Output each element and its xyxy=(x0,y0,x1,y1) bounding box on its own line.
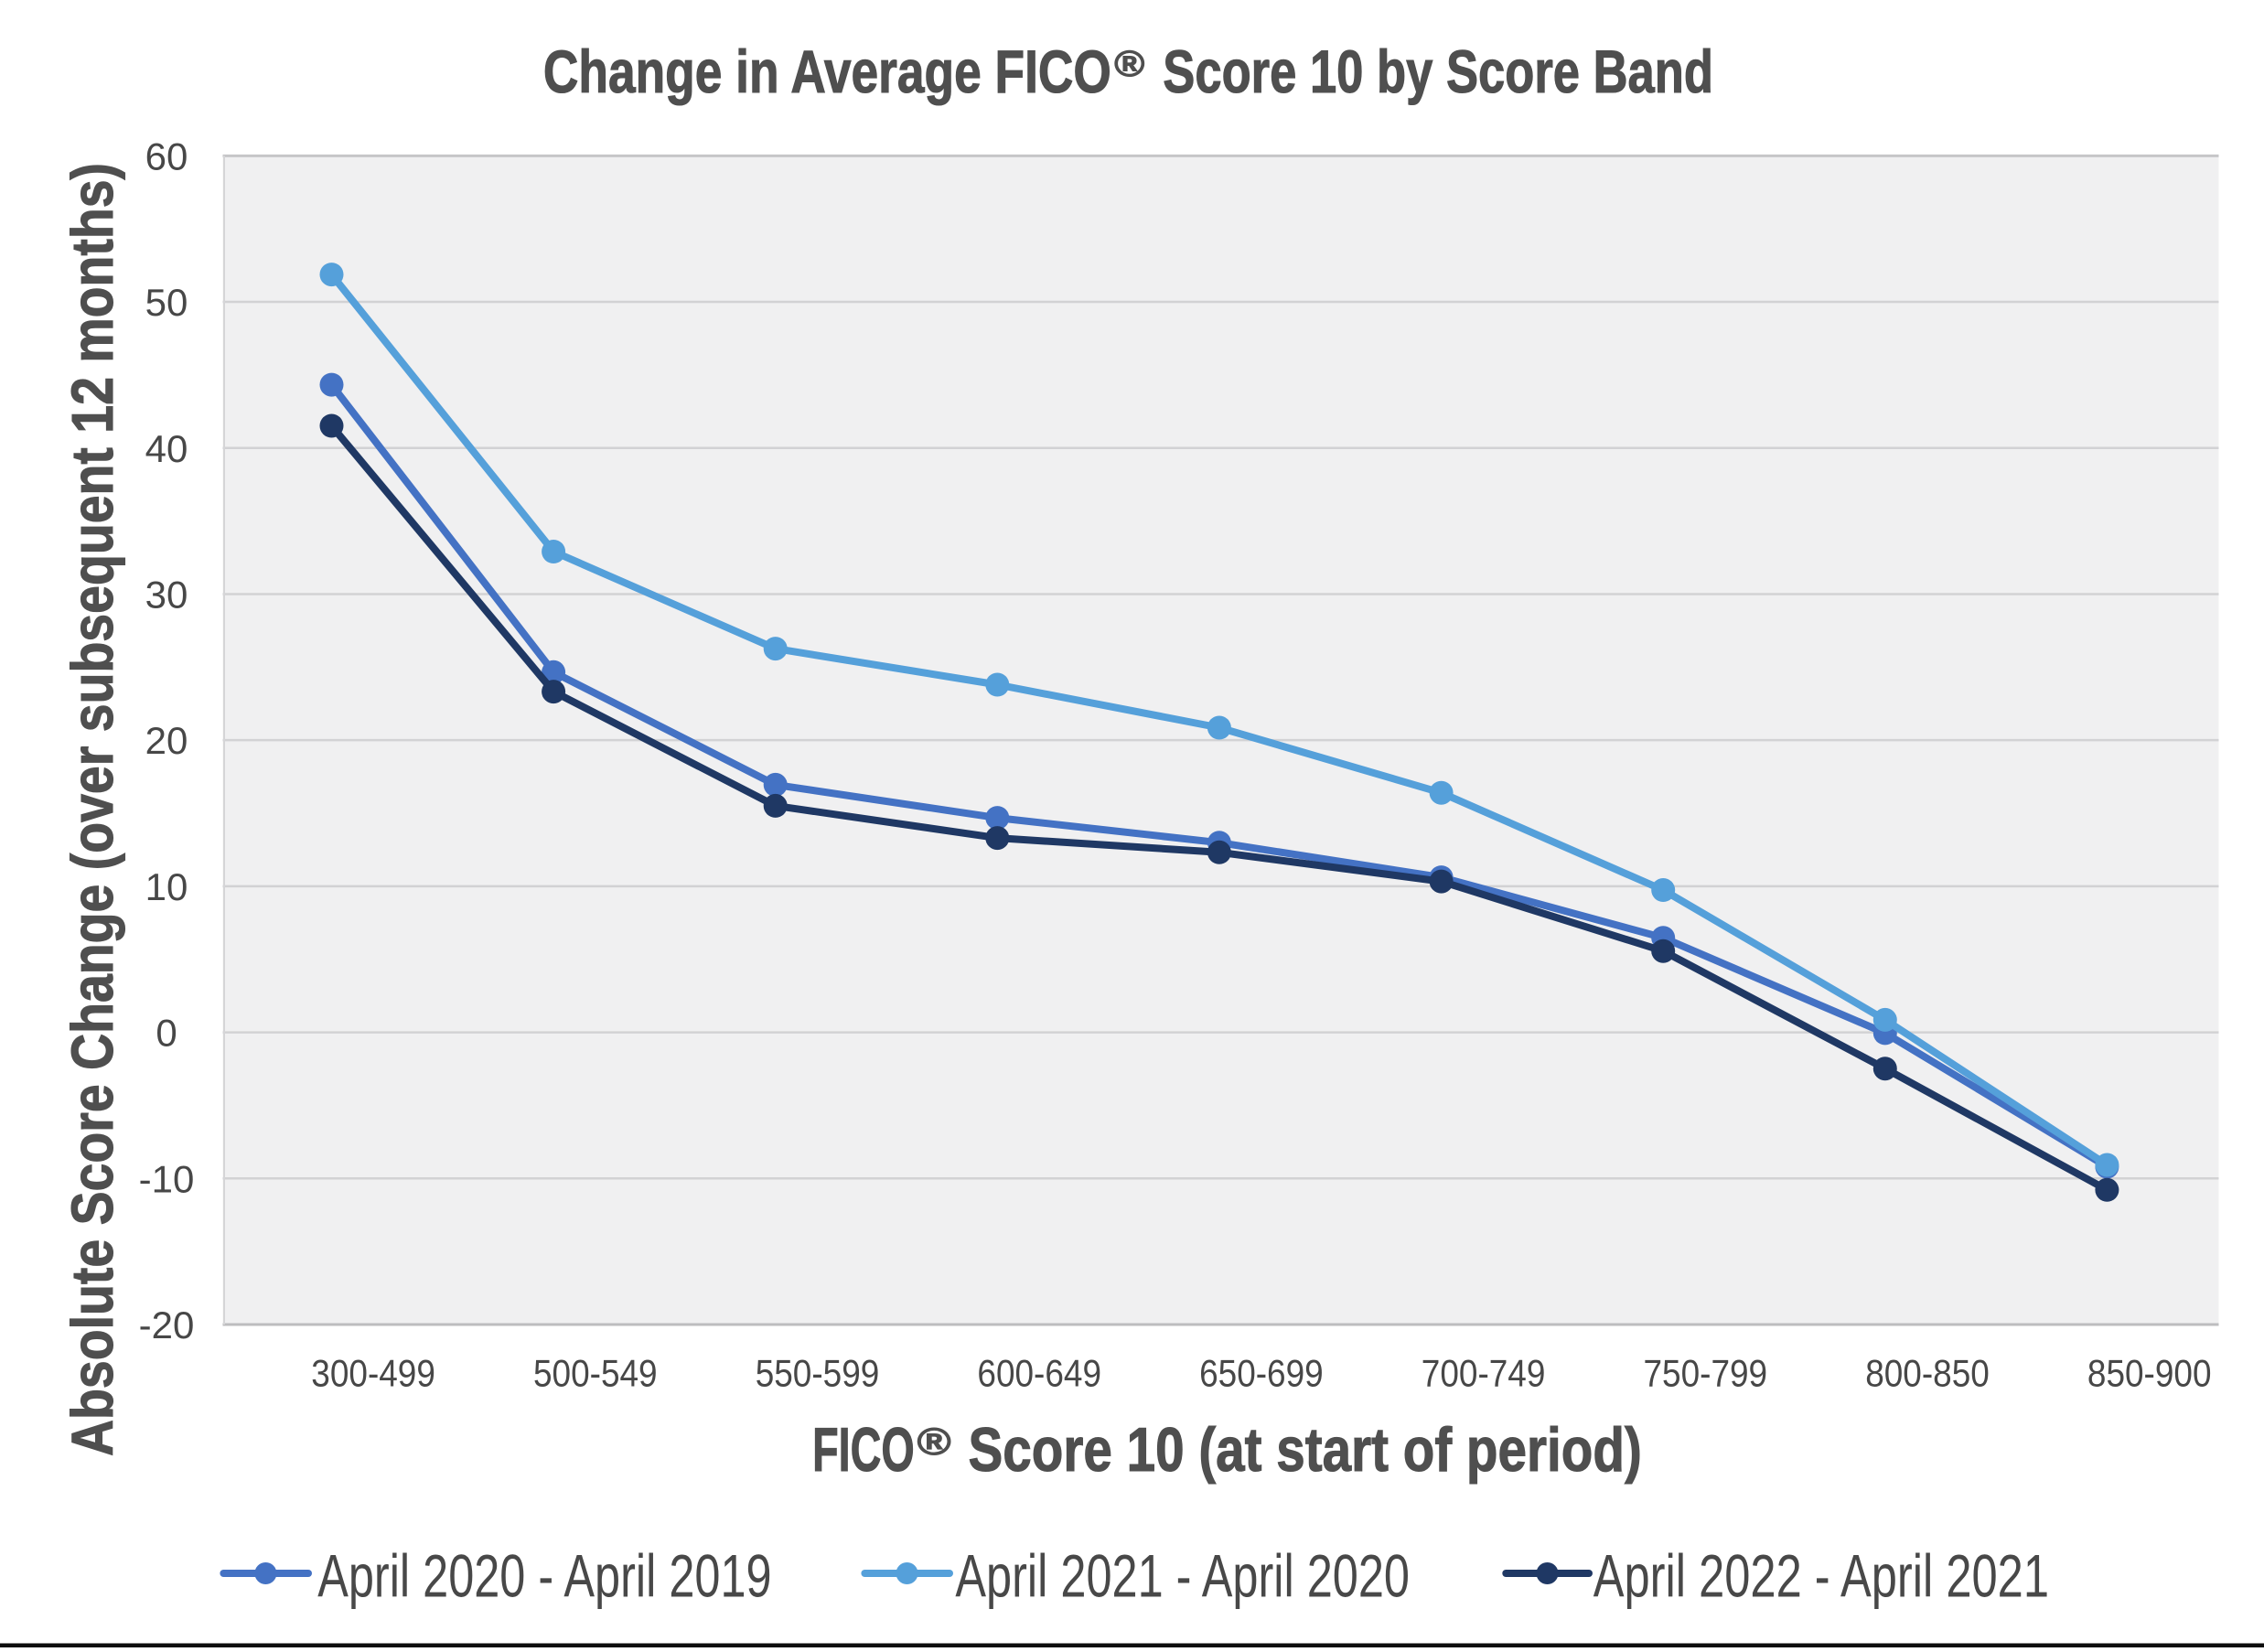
svg-text:April 2021 - April 2020: April 2021 - April 2020 xyxy=(955,1541,1410,1609)
svg-text:60: 60 xyxy=(145,134,188,177)
svg-text:700-749: 700-749 xyxy=(1422,1352,1546,1395)
svg-text:10: 10 xyxy=(145,865,188,908)
svg-text:April 2020 - April 2019: April 2020 - April 2019 xyxy=(317,1541,771,1609)
svg-text:-10: -10 xyxy=(139,1157,195,1200)
svg-text:®: ® xyxy=(917,1420,951,1463)
svg-text:300-499: 300-499 xyxy=(311,1352,435,1395)
svg-text:Score 10 (at start of period): Score 10 (at start of period) xyxy=(969,1415,1642,1485)
svg-text:750-799: 750-799 xyxy=(1644,1352,1768,1395)
svg-text:850-900: 850-900 xyxy=(2087,1352,2212,1395)
svg-text:550-599: 550-599 xyxy=(756,1352,880,1395)
svg-text:0: 0 xyxy=(156,1012,177,1055)
svg-text:FICO: FICO xyxy=(812,1415,915,1485)
svg-text:500-549: 500-549 xyxy=(533,1352,658,1395)
svg-text:20: 20 xyxy=(145,719,188,762)
svg-text:50: 50 xyxy=(145,281,188,324)
svg-text:Score 10 by Score Band: Score 10 by Score Band xyxy=(1163,38,1713,105)
svg-text:30: 30 xyxy=(145,574,188,617)
svg-text:40: 40 xyxy=(145,427,188,470)
svg-text:Absolute Score Change (over su: Absolute Score Change (over subsequent 1… xyxy=(59,163,125,1456)
svg-text:®: ® xyxy=(1114,44,1144,84)
svg-text:Change in Average FICO: Change in Average FICO xyxy=(543,38,1111,105)
svg-text:800-850: 800-850 xyxy=(1865,1352,1990,1395)
svg-text:650-699: 650-699 xyxy=(1199,1352,1324,1395)
svg-text:600-649: 600-649 xyxy=(977,1352,1101,1395)
svg-text:-20: -20 xyxy=(139,1303,195,1346)
svg-text:April 2022 - April 2021: April 2022 - April 2021 xyxy=(1593,1541,2049,1609)
